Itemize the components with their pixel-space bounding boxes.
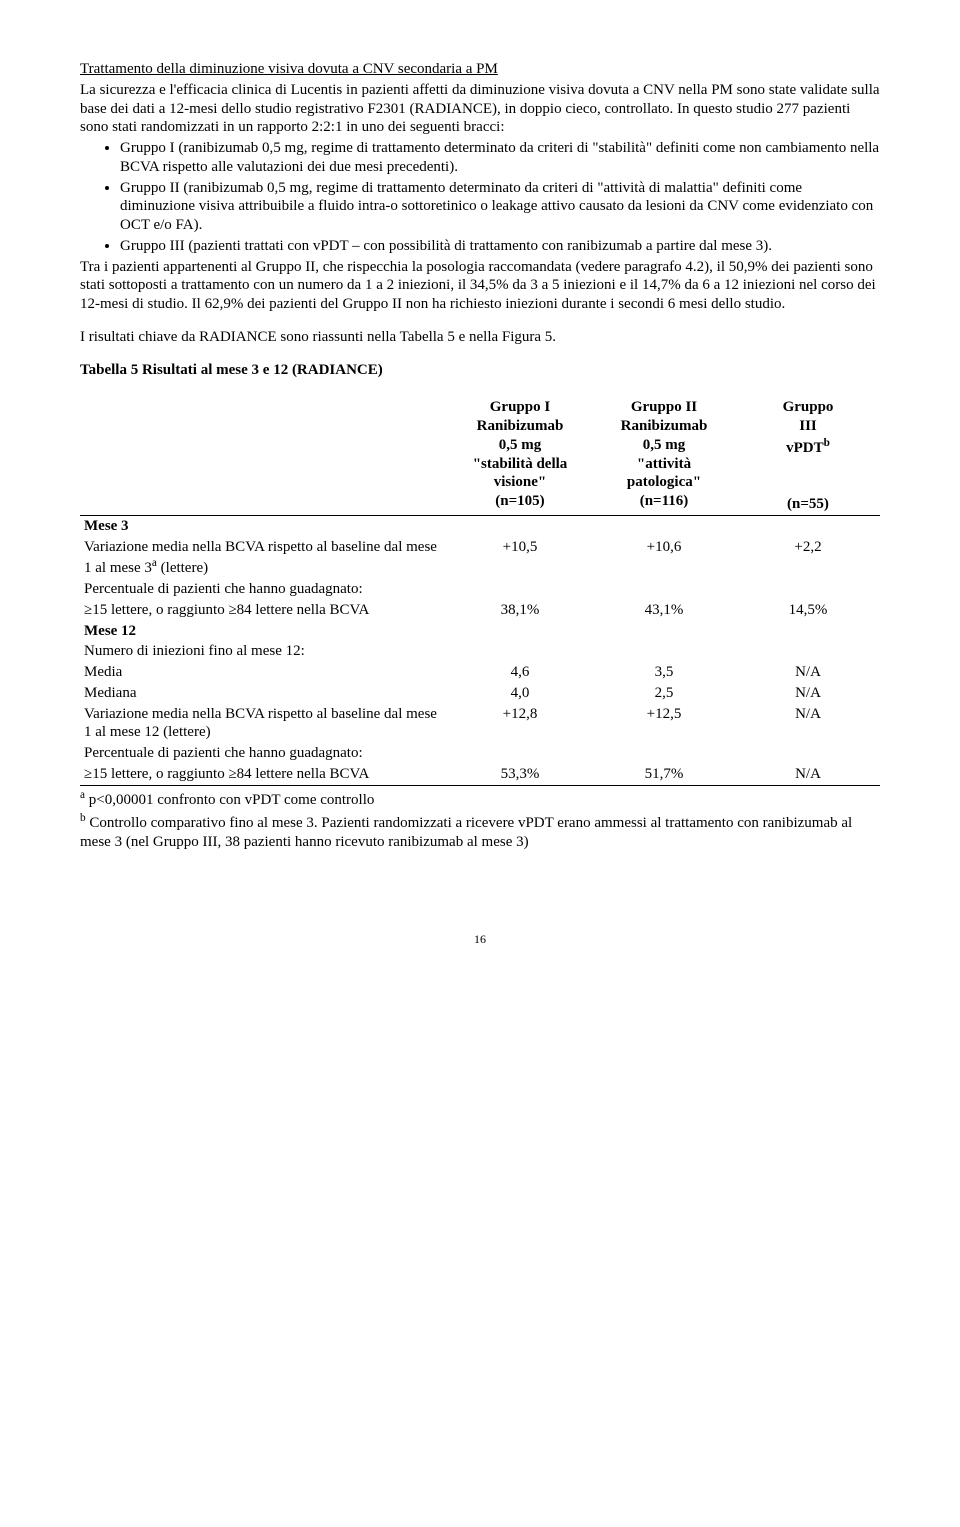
footnote-a: a p<0,00001 confronto con vPDT come cont… [80,788,880,810]
row-label: Variazione media nella BCVA rispetto al … [80,537,448,580]
cell-value: 53,3% [448,764,592,785]
row-label: Numero di iniezioni fino al mese 12: [80,641,448,662]
results-table: Gruppo I Ranibizumab 0,5 mg "stabilità d… [80,397,880,785]
cell-value: 4,0 [448,683,592,704]
row-label: ≥15 lettere, o raggiunto ≥84 lettere nel… [80,764,448,785]
cell-value: 51,7% [592,764,736,785]
page-number: 16 [80,932,880,947]
cell-value: +2,2 [736,537,880,580]
table-header-group3: Gruppo III vPDTb (n=55) [736,397,880,515]
list-item: Gruppo I (ranibizumab 0,5 mg, regime di … [120,139,880,177]
cell-value: N/A [736,683,880,704]
table-header-blank [80,397,448,515]
cell-value: +10,5 [448,537,592,580]
list-item: Gruppo III (pazienti trattati con vPDT –… [120,237,880,256]
list-item: Gruppo II (ranibizumab 0,5 mg, regime di… [120,179,880,235]
row-label: ≥15 lettere, o raggiunto ≥84 lettere nel… [80,600,448,621]
footnote-b: b Controllo comparativo fino al mese 3. … [80,811,880,852]
table-header-group2: Gruppo II Ranibizumab 0,5 mg "attività p… [592,397,736,515]
table-title: Tabella 5 Risultati al mese 3 e 12 (RADI… [80,361,880,380]
section-title: Trattamento della diminuzione visiva dov… [80,60,880,79]
intro-paragraph-2: Tra i pazienti appartenenti al Gruppo II… [80,258,880,314]
row-label: Media [80,662,448,683]
cell-value: 3,5 [592,662,736,683]
cell-value: N/A [736,662,880,683]
intro-paragraph-1: La sicurezza e l'efficacia clinica di Lu… [80,81,880,137]
cell-value: +12,8 [448,704,592,744]
table-header-group1: Gruppo I Ranibizumab 0,5 mg "stabilità d… [448,397,592,515]
row-mese3-heading: Mese 3 [80,515,448,536]
table-footnotes: a p<0,00001 confronto con vPDT come cont… [80,788,880,852]
cell-value: N/A [736,764,880,785]
row-mese12-heading: Mese 12 [80,621,448,642]
summary-line: I risultati chiave da RADIANCE sono rias… [80,328,880,347]
cell-value: N/A [736,704,880,744]
row-label: Percentuale di pazienti che hanno guadag… [80,743,448,764]
cell-value: +10,6 [592,537,736,580]
row-label: Mediana [80,683,448,704]
row-label: Variazione media nella BCVA rispetto al … [80,704,448,744]
cell-value: 2,5 [592,683,736,704]
document-body: Trattamento della diminuzione visiva dov… [80,60,880,947]
cell-value: 4,6 [448,662,592,683]
cell-value: 43,1% [592,600,736,621]
treatment-groups-list: Gruppo I (ranibizumab 0,5 mg, regime di … [80,139,880,256]
cell-value: 38,1% [448,600,592,621]
cell-value: 14,5% [736,600,880,621]
cell-value: +12,5 [592,704,736,744]
row-label: Percentuale di pazienti che hanno guadag… [80,579,448,600]
